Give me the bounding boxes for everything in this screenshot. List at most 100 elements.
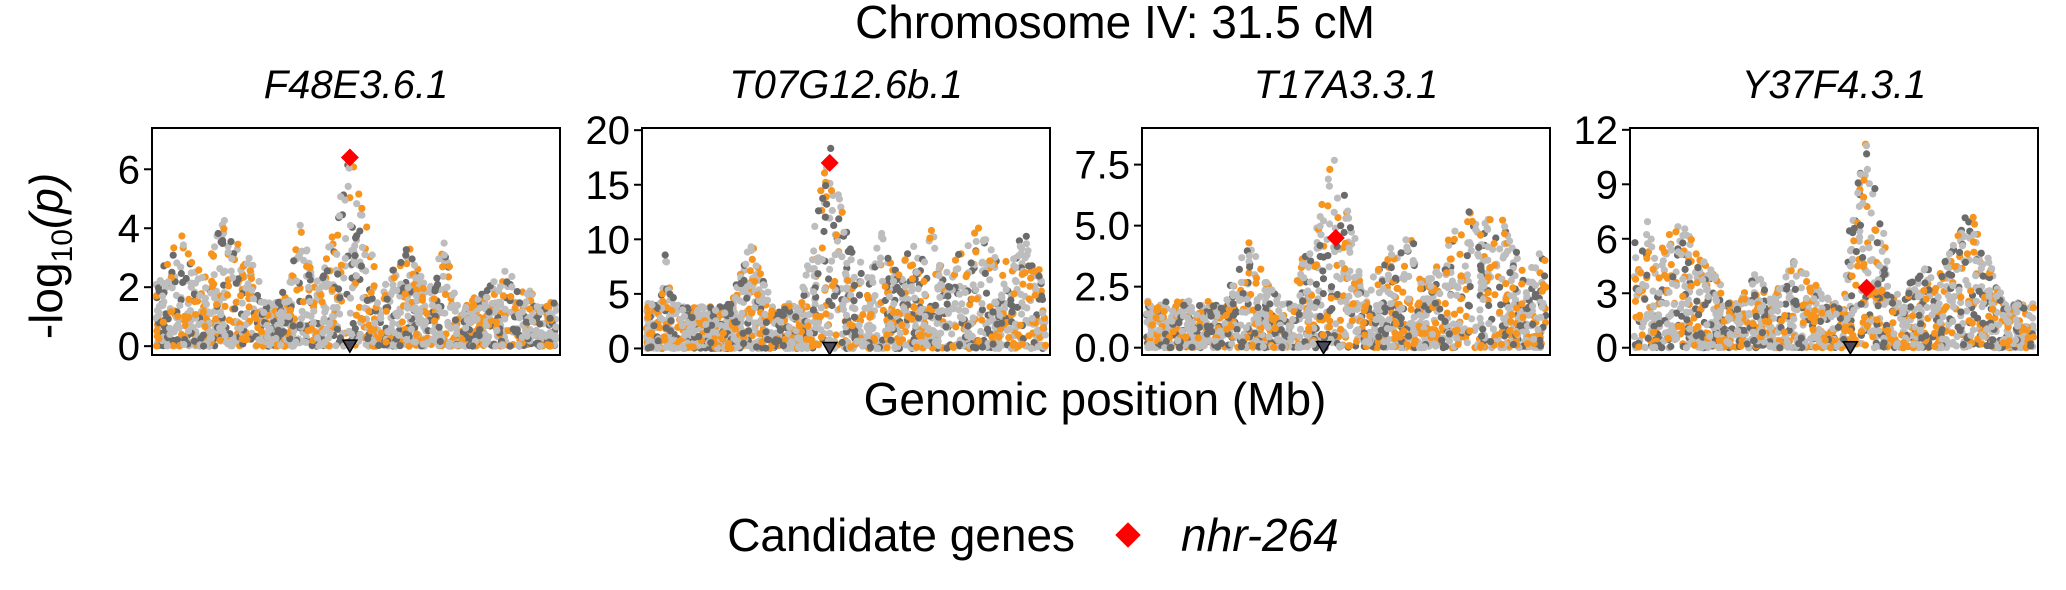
data-point bbox=[944, 307, 952, 315]
data-point bbox=[1366, 312, 1374, 320]
y-tick-label: 15 bbox=[586, 164, 631, 208]
data-point bbox=[1306, 250, 1314, 258]
y-tick-label: 10 bbox=[586, 218, 631, 262]
data-point bbox=[978, 306, 987, 314]
data-point bbox=[1299, 297, 1307, 305]
data-point bbox=[883, 344, 891, 352]
data-point bbox=[245, 303, 253, 311]
data-point bbox=[1354, 290, 1362, 298]
data-point bbox=[444, 322, 452, 330]
data-point bbox=[859, 311, 867, 319]
data-point bbox=[199, 308, 207, 316]
data-point bbox=[1038, 295, 1047, 304]
data-point bbox=[346, 309, 354, 317]
data-point bbox=[1188, 343, 1196, 351]
data-point bbox=[1643, 271, 1651, 279]
data-point bbox=[931, 244, 939, 252]
data-point bbox=[832, 331, 840, 339]
data-point bbox=[197, 334, 205, 343]
data-point bbox=[421, 317, 430, 326]
data-point bbox=[1484, 243, 1492, 251]
data-point bbox=[1463, 339, 1471, 347]
data-point bbox=[184, 327, 193, 335]
data-point bbox=[1643, 218, 1652, 226]
data-point bbox=[153, 327, 161, 335]
data-point bbox=[279, 288, 287, 296]
data-point bbox=[1379, 285, 1387, 293]
data-point bbox=[213, 301, 221, 309]
data-point bbox=[967, 259, 975, 267]
data-point bbox=[382, 280, 390, 288]
data-point bbox=[419, 284, 427, 292]
data-point bbox=[1245, 252, 1253, 260]
data-point bbox=[731, 294, 740, 302]
data-point bbox=[501, 315, 509, 323]
data-point bbox=[290, 257, 298, 265]
data-point bbox=[1345, 274, 1353, 282]
data-point bbox=[1496, 308, 1504, 316]
data-point bbox=[890, 300, 898, 308]
data-point bbox=[1387, 264, 1395, 272]
data-point bbox=[260, 308, 268, 317]
data-point bbox=[166, 330, 174, 338]
data-point bbox=[850, 313, 859, 321]
data-point bbox=[1296, 325, 1305, 333]
data-point bbox=[292, 338, 300, 346]
data-point bbox=[811, 222, 819, 230]
data-point bbox=[1039, 309, 1047, 317]
data-point bbox=[1021, 269, 1029, 277]
data-point bbox=[1300, 274, 1308, 282]
data-point bbox=[1485, 301, 1493, 310]
data-point bbox=[202, 300, 210, 308]
data-point bbox=[834, 249, 842, 257]
data-point bbox=[158, 292, 167, 300]
data-point bbox=[958, 300, 966, 308]
data-point bbox=[1384, 271, 1392, 279]
data-point bbox=[1259, 343, 1267, 351]
data-point bbox=[886, 293, 894, 301]
data-point bbox=[179, 278, 187, 286]
data-point bbox=[1178, 327, 1186, 335]
data-point bbox=[1468, 315, 1476, 323]
data-point bbox=[169, 336, 177, 344]
data-point bbox=[1041, 331, 1049, 339]
data-point bbox=[896, 287, 904, 295]
data-point bbox=[1217, 304, 1225, 312]
data-point bbox=[844, 276, 852, 285]
data-point bbox=[857, 258, 865, 266]
data-point bbox=[934, 341, 943, 350]
data-point bbox=[253, 341, 261, 349]
data-point bbox=[1878, 247, 1886, 255]
data-point bbox=[1028, 314, 1036, 323]
data-point bbox=[964, 242, 972, 250]
data-point bbox=[323, 267, 331, 275]
data-point bbox=[1457, 231, 1465, 239]
data-point bbox=[384, 328, 392, 336]
data-point bbox=[748, 255, 756, 263]
data-point bbox=[888, 324, 896, 332]
data-point bbox=[490, 278, 498, 286]
data-point bbox=[333, 250, 341, 258]
data-point bbox=[785, 323, 794, 331]
data-point bbox=[1239, 338, 1247, 346]
data-point bbox=[382, 338, 390, 346]
candidate-point-nhr-264 bbox=[340, 148, 359, 167]
data-point bbox=[972, 237, 980, 246]
data-point bbox=[1025, 295, 1033, 303]
data-point bbox=[1268, 315, 1276, 323]
data-point bbox=[402, 251, 410, 259]
data-point bbox=[1441, 282, 1449, 290]
data-point bbox=[476, 320, 484, 329]
data-point bbox=[1416, 343, 1424, 352]
data-point bbox=[977, 327, 985, 336]
data-point bbox=[667, 317, 675, 325]
data-point bbox=[828, 282, 837, 290]
data-point bbox=[298, 247, 306, 255]
data-point bbox=[227, 238, 235, 246]
data-point bbox=[452, 323, 460, 332]
data-point bbox=[1416, 311, 1424, 319]
data-point bbox=[748, 309, 756, 317]
data-point bbox=[1404, 295, 1412, 303]
data-point bbox=[428, 301, 437, 309]
data-point bbox=[1337, 325, 1345, 333]
